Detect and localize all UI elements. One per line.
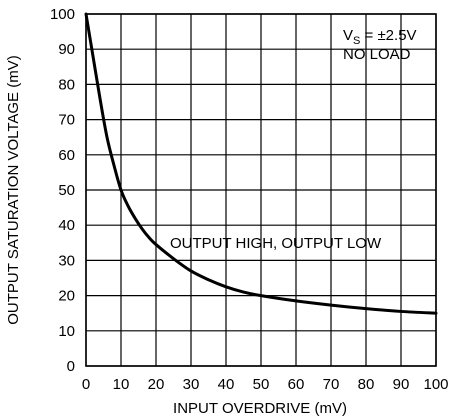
plot-frame [85, 13, 437, 367]
x-tick-label: 50 [253, 376, 270, 393]
x-tick-label: 0 [82, 376, 90, 393]
y-tick-label: 70 [58, 112, 75, 129]
y-tick-label: 50 [58, 182, 75, 199]
load-annotation: NO LOAD [343, 46, 411, 63]
y-tick-label: 0 [67, 358, 75, 375]
grid [85, 13, 437, 367]
y-tick-label: 90 [58, 41, 75, 58]
y-tick-label: 80 [58, 76, 75, 93]
y-tick-label: 10 [58, 323, 75, 340]
y-tick-label: 100 [50, 6, 75, 23]
y-tick-label: 40 [58, 217, 75, 234]
curve-label: OUTPUT HIGH, OUTPUT LOW [170, 235, 382, 252]
x-tick-labels: 0 10 20 30 40 50 60 70 80 90 100 [82, 376, 449, 393]
x-tick-label: 90 [393, 376, 410, 393]
supply-voltage-annotation: VS = ±2.5V [343, 27, 417, 47]
y-tick-label: 30 [58, 252, 75, 269]
x-tick-label: 30 [183, 376, 200, 393]
x-axis-title: INPUT OVERDRIVE (mV) [173, 400, 347, 417]
y-tick-label: 60 [58, 147, 75, 164]
y-axis-title: OUTPUT SATURATION VOLTAGE (mV) [5, 55, 22, 324]
x-tick-label: 60 [288, 376, 305, 393]
x-tick-label: 20 [148, 376, 165, 393]
x-tick-label: 10 [113, 376, 130, 393]
y-tick-labels: 0 10 20 30 40 50 60 70 80 90 100 [50, 6, 75, 375]
x-tick-label: 80 [358, 376, 375, 393]
y-tick-label: 20 [58, 288, 75, 305]
x-tick-label: 40 [218, 376, 235, 393]
x-tick-label: 100 [423, 376, 448, 393]
x-tick-label: 70 [323, 376, 340, 393]
series-line-output-high-low [84, 12, 438, 315]
